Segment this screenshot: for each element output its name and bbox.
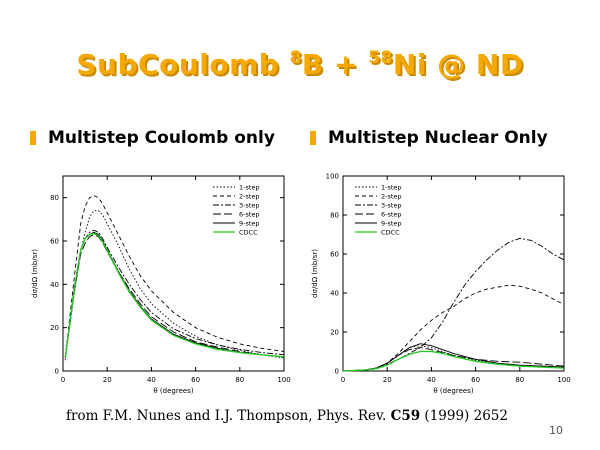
legend-label: 2-step [381, 193, 402, 201]
y-tick-label: 20 [330, 329, 339, 337]
x-tick-label: 0 [341, 376, 345, 384]
series-line-9-step [64, 231, 285, 359]
y-tick-label: 100 [326, 173, 339, 181]
x-tick-label: 40 [427, 376, 436, 384]
x-tick-label: 60 [471, 376, 480, 384]
series-line-1-step [342, 345, 565, 372]
series-line-6-step [64, 233, 285, 359]
y-tick-label: 40 [50, 281, 59, 289]
bullet-marker-icon [310, 131, 316, 145]
series-line-cdcc [342, 350, 565, 372]
series-line-3-step [64, 229, 285, 359]
bullet-marker-icon [30, 131, 36, 145]
bullet-coulomb: Multistep Coulomb only [30, 128, 275, 148]
x-tick-label: 0 [61, 376, 65, 384]
x-tick-label: 100 [277, 376, 290, 384]
y-tick-label: 40 [330, 290, 339, 298]
y-tick-label: 20 [50, 324, 59, 332]
x-tick-label: 100 [557, 376, 570, 384]
x-tick-label: 60 [191, 376, 200, 384]
y-tick-label: 80 [330, 212, 339, 220]
bullet-nuclear: Multistep Nuclear Only [310, 128, 548, 148]
legend-label: 3-step [239, 202, 260, 210]
x-tick-label: 20 [383, 376, 392, 384]
citation: from F.M. Nunes and I.J. Thompson, Phys.… [66, 408, 508, 424]
series-line-cdcc [64, 232, 285, 359]
legend-label: 2-step [239, 193, 260, 201]
x-tick-label: 80 [235, 376, 244, 384]
plot-frame [342, 175, 565, 372]
x-tick-label: 40 [147, 376, 156, 384]
plot-frame [62, 175, 285, 372]
y-tick-label: 60 [330, 251, 339, 259]
chart-coulomb: 0 20 40 60 80 100 0 20 40 60 80 θ (degrees) dσ/dΩ (m… [31, 175, 291, 395]
x-tick-label: 20 [103, 376, 112, 384]
legend-label: 9-step [239, 220, 260, 228]
legend-label: CDCC [239, 229, 258, 237]
page-number: 10 [549, 424, 563, 437]
y-axis-label: dσ/dΩ (mb/sr) [31, 249, 39, 298]
chart-nuclear: 0 20 40 60 80 100 0 20 40 60 80 100 θ (degrees) dσ/dΩ… [311, 173, 571, 396]
series-line-3-step [342, 237, 565, 372]
bullet-label: Multistep Coulomb only [48, 128, 275, 148]
legend-label: 1-step [239, 184, 260, 192]
slide-title: SubCoulomb 8B + 58Ni @ ND [76, 48, 524, 81]
legend-label: 9-step [381, 220, 402, 228]
legend-label: 3-step [381, 202, 402, 210]
series-line-9-step [342, 343, 565, 372]
y-tick-label: 80 [50, 194, 59, 202]
legend-label: 6-step [381, 211, 402, 219]
y-axis-label: dσ/dΩ (mb/sr) [311, 249, 319, 298]
legend-label: 1-step [381, 184, 402, 192]
series-line-2-step [342, 284, 565, 372]
x-axis-label: θ (degrees) [433, 387, 473, 395]
y-tick-label: 0 [55, 368, 59, 376]
bullet-label: Multistep Nuclear Only [328, 128, 548, 148]
y-tick-label: 60 [50, 238, 59, 246]
legend-label: 6-step [239, 211, 260, 219]
series-line-6-step [342, 347, 565, 372]
y-tick-label: 0 [335, 368, 339, 376]
x-axis-label: θ (degrees) [153, 387, 193, 395]
x-tick-label: 80 [515, 376, 524, 384]
legend-label: CDCC [381, 229, 400, 237]
